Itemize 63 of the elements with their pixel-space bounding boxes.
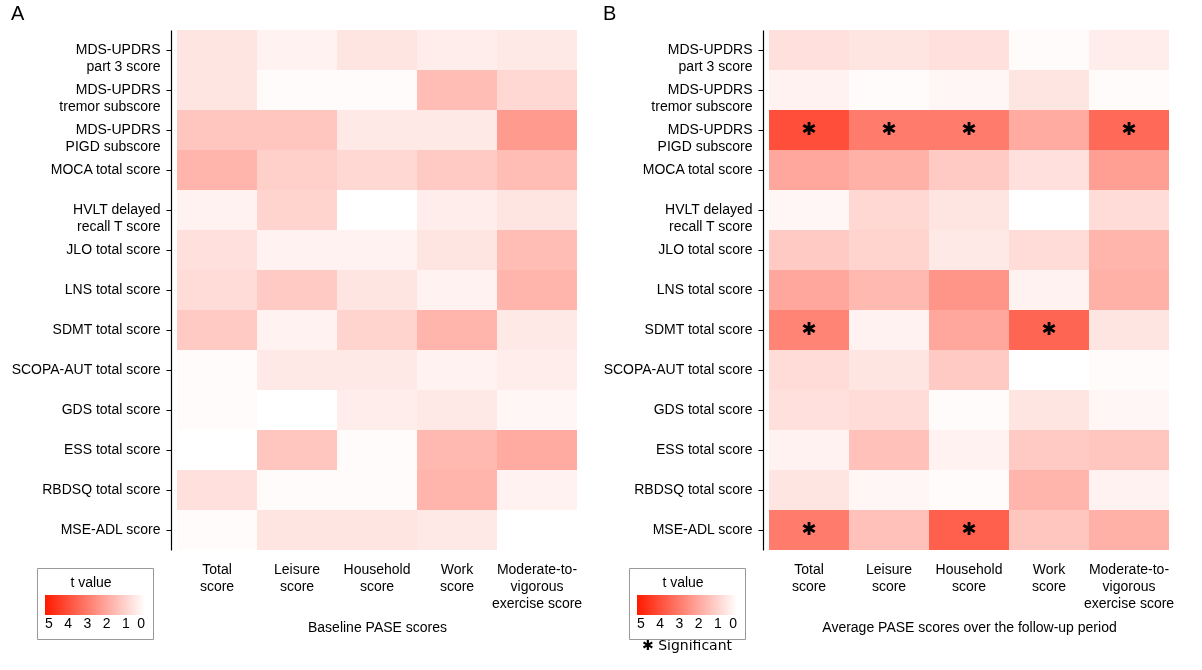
color-bar-label: 1: [121, 615, 130, 631]
y-tick-label: MDS-UPDRS part 3 score: [75, 41, 161, 74]
y-tick-label: MDS-UPDRS part 3 score: [667, 41, 753, 74]
y-tick-label: SDMT total score: [644, 321, 753, 337]
y-tick-label: RBDSQ total score: [42, 481, 161, 497]
text: ✱ Significant: [641, 637, 733, 653]
x-tick-label: Household score: [343, 560, 411, 594]
y-tick-label: ESS total score: [64, 441, 161, 457]
y-tick-label: GDS total score: [653, 401, 753, 417]
y-tick-label: HVLT delayed recall T score: [73, 201, 161, 234]
y-tick-label: LNS total score: [656, 281, 753, 297]
y-tick-label: ESS total score: [656, 441, 753, 457]
data-label: ✱: [801, 118, 817, 139]
x-tick-label: Work score: [1031, 560, 1067, 594]
y-tick-label: JLO total score: [658, 241, 753, 257]
color-bar-label: 4: [656, 615, 665, 631]
y-tick-label: MDS-UPDRS PIGD subscore: [65, 121, 161, 154]
chart-title: B: [602, 2, 617, 24]
x-tick-label: Household score: [935, 560, 1003, 594]
color-bar-label: 1: [713, 615, 722, 631]
x-tick-label: Work score: [439, 560, 475, 594]
color-bar-label: 4: [64, 615, 73, 631]
data-label: ✱: [961, 518, 977, 539]
data-label: ✱: [961, 118, 977, 139]
chart-title: A: [10, 2, 25, 24]
data-label: ✱: [801, 518, 817, 539]
color-bar-label: 3: [83, 615, 92, 631]
y-tick-label: MDS-UPDRS tremor subscore: [59, 81, 161, 114]
y-tick-label: SDMT total score: [52, 321, 161, 337]
color-bar-label: 5: [636, 615, 645, 631]
y-tick-label: MOCA total score: [50, 161, 161, 177]
color-bar-label: 5: [44, 615, 53, 631]
y-tick-label: SCOPA-AUT total score: [603, 361, 753, 377]
color-bar-label: 3: [675, 615, 684, 631]
y-tick-label: MDS-UPDRS tremor subscore: [651, 81, 753, 114]
legend-title: t value: [70, 574, 112, 590]
data-label: ✱: [1121, 118, 1137, 139]
data-label: ✱: [801, 318, 817, 339]
color-bar-label: 0: [729, 615, 738, 631]
y-tick-label: JLO total score: [66, 241, 161, 257]
y-tick-label: MDS-UPDRS PIGD subscore: [657, 121, 753, 154]
color-bar-label: 2: [102, 615, 111, 631]
x-tick-label: Moderate-to- vigorous exercise score: [491, 560, 583, 611]
color-bar-label: 2: [694, 615, 703, 631]
y-tick-label: MSE-ADL score: [652, 521, 753, 537]
x-tick-label: Moderate-to- vigorous exercise score: [1083, 560, 1175, 611]
data-label: ✱: [1041, 318, 1057, 339]
y-tick-label: RBDSQ total score: [634, 481, 753, 497]
x-tick-label: Total score: [791, 560, 827, 594]
x-tick-label: Leisure score: [866, 560, 913, 594]
y-tick-label: SCOPA-AUT total score: [11, 361, 161, 377]
x-tick-label: Leisure score: [274, 560, 321, 594]
x-tick-label: Total score: [199, 560, 235, 594]
y-tick-label: MOCA total score: [642, 161, 753, 177]
y-tick-label: LNS total score: [64, 281, 161, 297]
x-axis-title: Baseline PASE scores: [307, 618, 448, 635]
y-tick-label: MSE-ADL score: [60, 521, 161, 537]
y-tick-label: HVLT delayed recall T score: [665, 201, 753, 234]
legend-title: t value: [662, 574, 704, 590]
color-bar-label: 0: [137, 615, 146, 631]
data-label: ✱: [881, 118, 897, 139]
x-axis-title: Average PASE scores over the follow-up period: [822, 618, 1117, 635]
y-tick-label: GDS total score: [61, 401, 161, 417]
